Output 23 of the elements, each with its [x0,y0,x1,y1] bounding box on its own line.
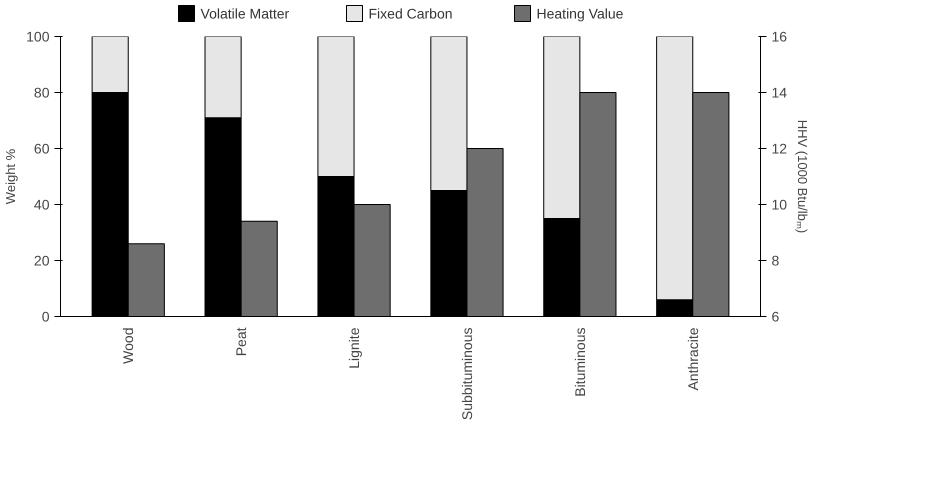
y2-tick-label: 6 [772,308,780,324]
y-tick-label: 60 [34,140,50,156]
y2-tick-label: 16 [772,28,788,44]
y2-tick-label: 14 [772,84,788,100]
x-tick-label: Anthracite [684,327,701,391]
y2-tick-label: 12 [772,140,788,156]
x-tick-label: Wood [120,327,136,364]
legend-label: Heating Value [536,6,624,22]
y2-tick-label: 10 [772,196,788,212]
y2-axis-title: HHV (1000 Btu/lbₘ) [795,120,810,234]
y-tick-label: 20 [34,252,50,268]
x-tick-label: Subbituminous [458,327,475,420]
y-tick-label: 40 [34,196,50,212]
x-tick-label: Bituminous [572,327,588,397]
y2-tick-label: 8 [772,252,780,268]
y-tick-label: 0 [42,308,50,324]
y-axis-title: Weight % [3,148,18,204]
legend-label: Fixed Carbon [368,6,453,22]
y-tick-label: 80 [34,84,50,100]
x-tick-label: Peat [233,327,250,356]
legend-label: Volatile Matter [200,6,290,22]
x-tick-label: Lignite [346,327,362,369]
y-tick-label: 100 [26,28,50,44]
